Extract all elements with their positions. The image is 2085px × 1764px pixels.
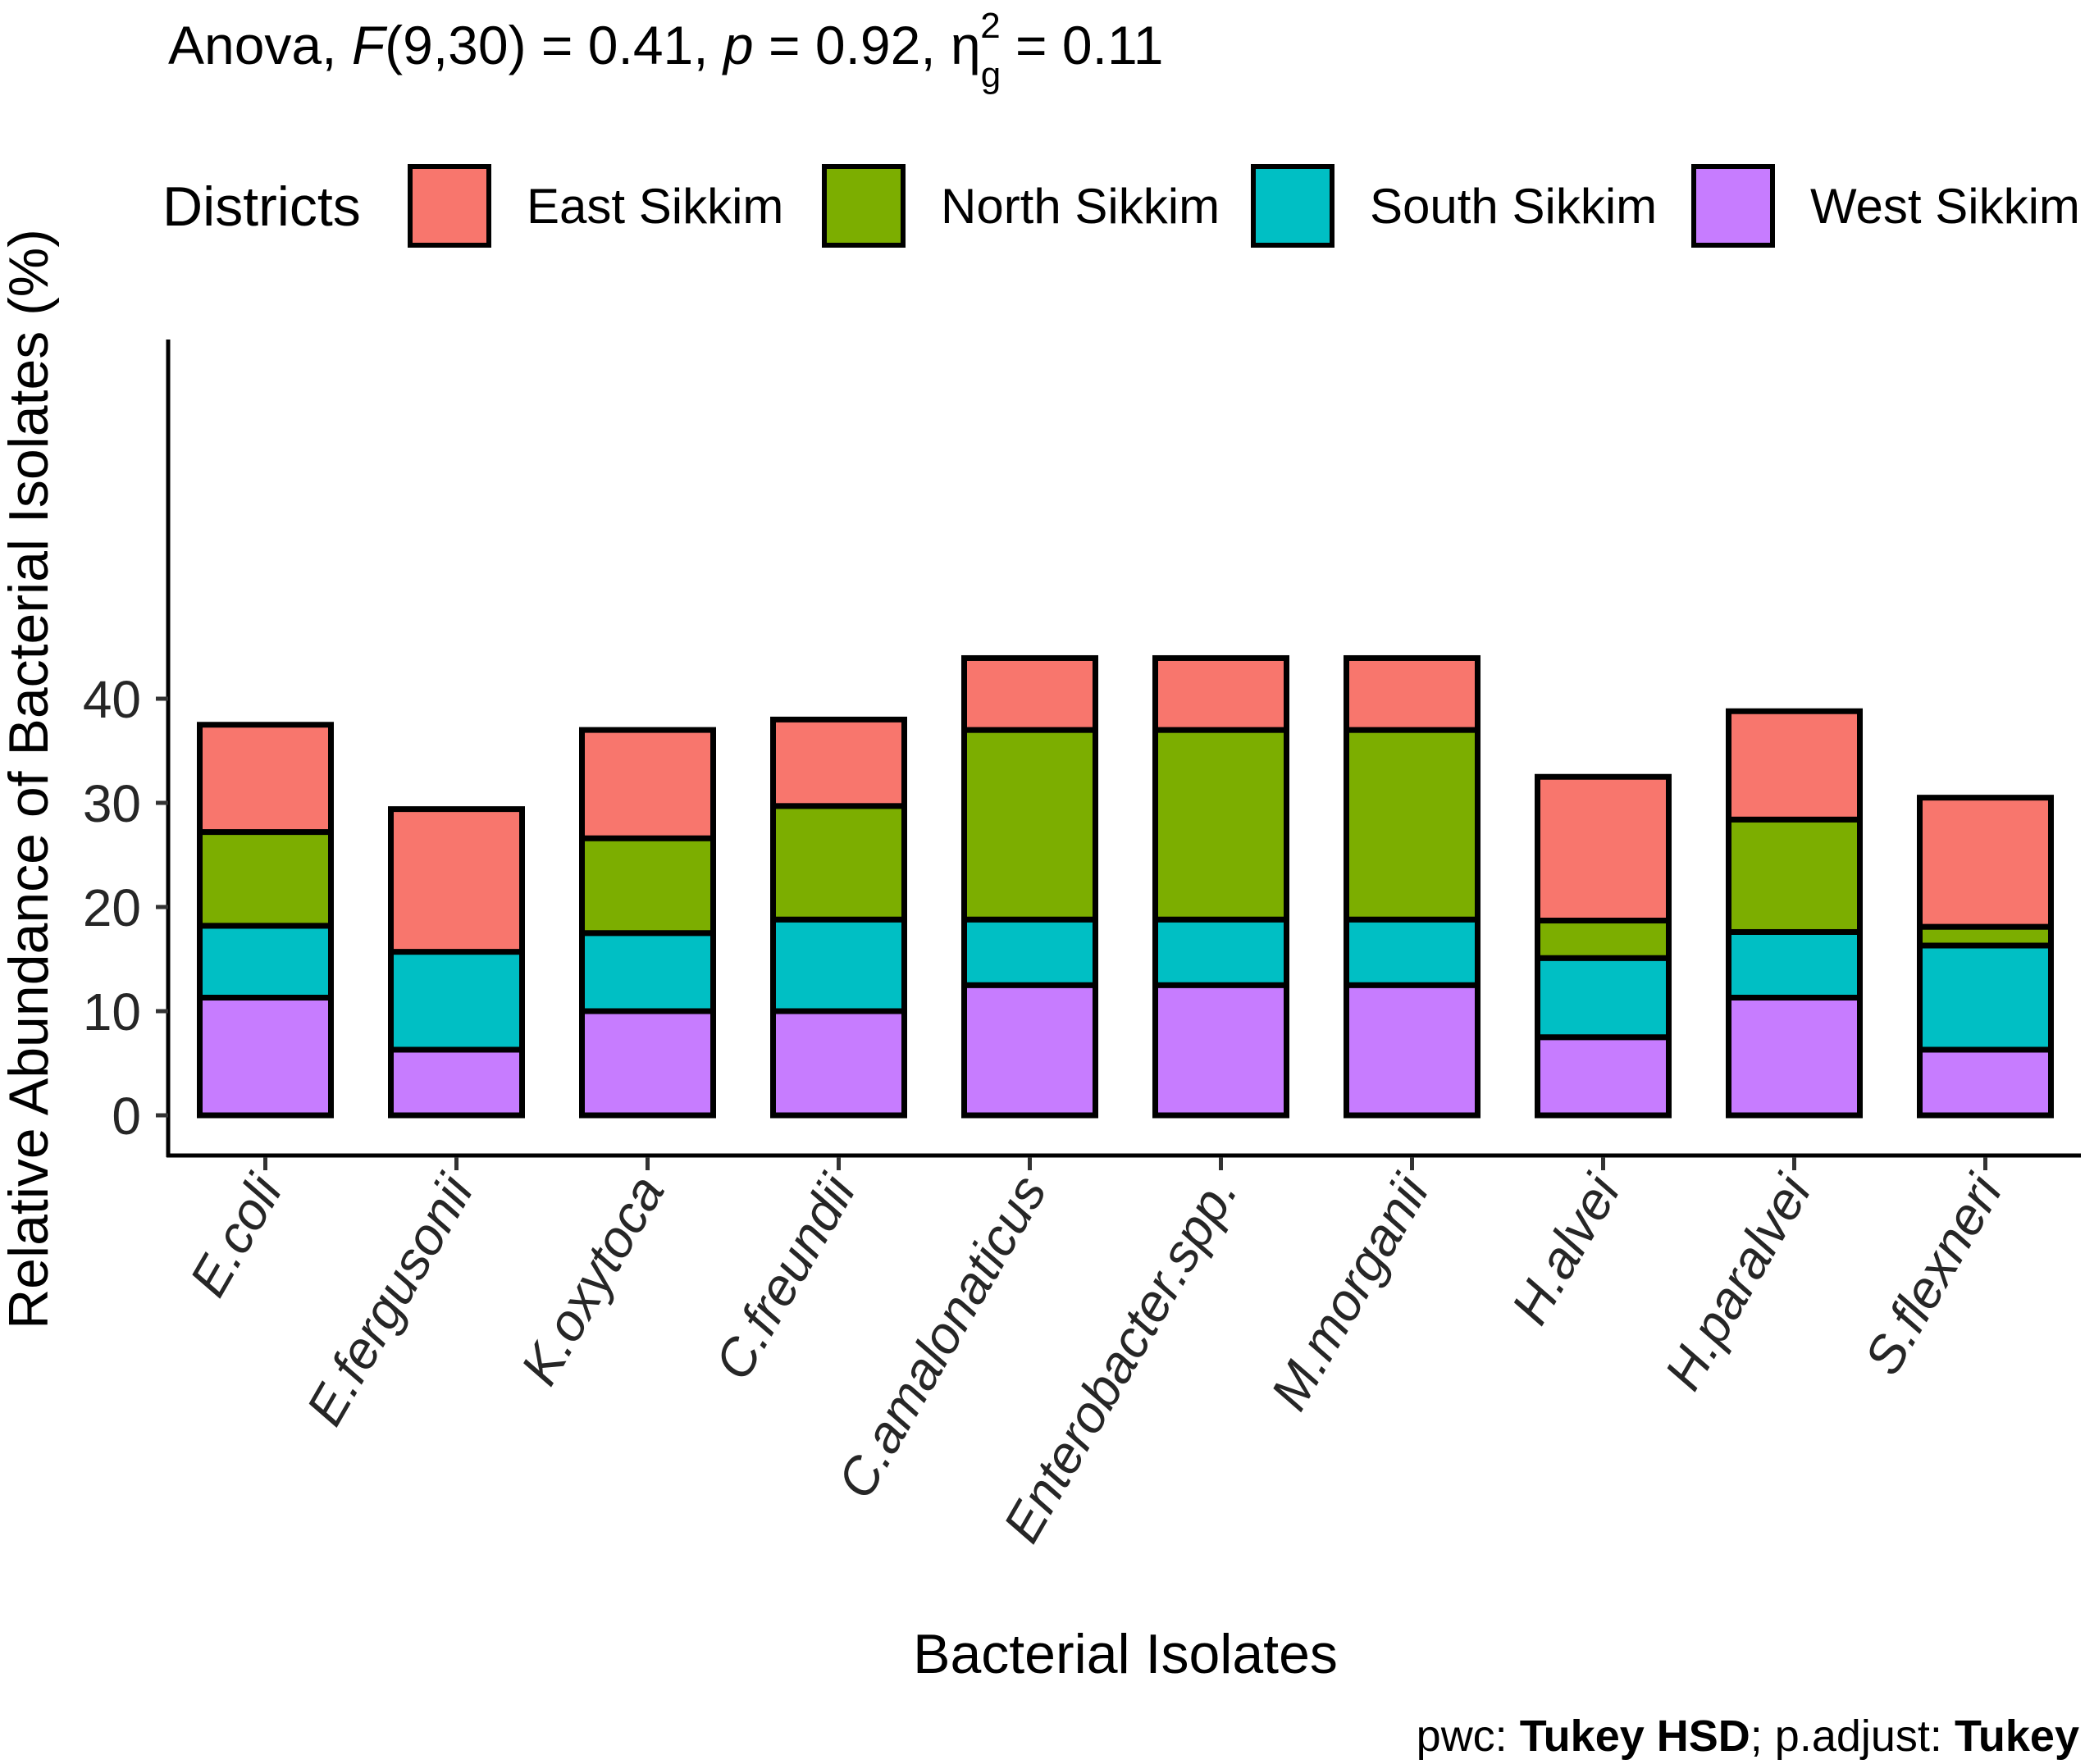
bar-h-paralvei — [1726, 708, 1863, 1119]
x-tick-label-m-morganii: M.morganii — [1259, 1164, 1441, 1420]
y-tick-label-20: 20 — [83, 878, 141, 937]
bar-segment-h-paralvei-west-sikkim — [1726, 994, 1863, 1119]
x-tick-label-e-fergusonii: E.fergusonii — [294, 1164, 485, 1434]
bar-segment-e-coli-west-sikkim — [197, 994, 334, 1119]
bar-segment-s-flexneri-west-sikkim — [1917, 1046, 2054, 1119]
bar-m-morganii — [1344, 654, 1480, 1119]
bar-segment-m-morganii-west-sikkim — [1344, 982, 1480, 1119]
x-tick-label-s-flexneri: S.flexneri — [1853, 1164, 2014, 1384]
x-axis-title: Bacterial Isolates — [913, 1623, 1338, 1685]
legend-label-east-sikkim: East Sikkim — [527, 179, 783, 234]
bar-segment-e-fergusonii-west-sikkim — [388, 1046, 525, 1119]
bar-segment-enterobacter-spp-east-sikkim — [1152, 654, 1289, 733]
bar-c-amalonaticus — [961, 654, 1098, 1119]
x-tick-label-h-alvei: H.alvei — [1499, 1164, 1631, 1333]
bar-segment-k-oxytoca-east-sikkim — [579, 727, 716, 841]
bar-enterobacter-spp — [1152, 654, 1289, 1119]
bar-segment-h-alvei-south-sikkim — [1535, 955, 1672, 1041]
bar-segment-h-paralvei-south-sikkim — [1726, 928, 1863, 1001]
bar-segment-e-coli-east-sikkim — [197, 722, 334, 836]
legend: Districts East Sikkim North Sikkim South S… — [162, 164, 2080, 248]
legend-label-south-sikkim: South Sikkim — [1370, 179, 1657, 234]
legend-swatch-south-sikkim — [1251, 164, 1334, 248]
bar-e-coli — [197, 722, 334, 1119]
y-tick-label-0: 0 — [112, 1087, 141, 1146]
y-axis-ticks: 0 10 20 30 40 — [83, 670, 168, 1146]
x-axis-ticks: E.coli E.fergusonii K.oxytoca C.freundiiC.a… — [178, 1157, 2014, 1552]
bar-segment-k-oxytoca-south-sikkim — [579, 930, 716, 1014]
bar-segment-s-flexneri-east-sikkim — [1917, 795, 2054, 930]
bar-segment-c-amalonaticus-north-sikkim — [961, 727, 1098, 923]
legend-swatch-east-sikkim — [408, 164, 491, 248]
bar-c-freundii — [770, 716, 907, 1119]
bar-segment-e-coli-north-sikkim — [197, 829, 334, 929]
bar-segment-k-oxytoca-west-sikkim — [579, 1008, 716, 1119]
x-tick-label-c-amalonaticus: C.amalonaticus — [826, 1165, 1058, 1508]
bar-segment-h-alvei-east-sikkim — [1535, 773, 1672, 924]
bar-segment-c-freundii-north-sikkim — [770, 803, 907, 923]
y-tick-label-30: 30 — [83, 774, 141, 833]
x-tick-label-e-coli: E.coli — [178, 1164, 294, 1306]
legend-label-west-sikkim: West Sikkim — [1810, 179, 2080, 234]
bar-segment-e-coli-south-sikkim — [197, 923, 334, 1001]
bar-segment-e-fergusonii-east-sikkim — [388, 806, 525, 955]
bar-segment-h-paralvei-north-sikkim — [1726, 816, 1863, 935]
bar-k-oxytoca — [579, 727, 716, 1119]
bar-segment-enterobacter-spp-west-sikkim — [1152, 982, 1289, 1119]
caption: pwc: Tukey HSD; p.adjust: Tukey — [1417, 1712, 2079, 1761]
bar-segment-enterobacter-spp-south-sikkim — [1152, 916, 1289, 988]
bar-segment-enterobacter-spp-north-sikkim — [1152, 727, 1289, 923]
legend-swatch-west-sikkim — [1691, 164, 1775, 248]
plot-area — [197, 654, 2054, 1119]
bar-segment-c-amalonaticus-south-sikkim — [961, 916, 1098, 988]
legend-label-north-sikkim: North Sikkim — [941, 179, 1220, 234]
bar-segment-m-morganii-east-sikkim — [1344, 654, 1480, 733]
bar-s-flexneri — [1917, 795, 2054, 1119]
legend-title: Districts — [162, 175, 361, 238]
legend-swatch-north-sikkim — [822, 164, 906, 248]
bar-segment-c-amalonaticus-west-sikkim — [961, 982, 1098, 1119]
bar-segment-c-amalonaticus-east-sikkim — [961, 654, 1098, 733]
bar-segment-h-alvei-north-sikkim — [1535, 918, 1672, 961]
x-tick-label-h-paralvei: H.paralvei — [1653, 1164, 1823, 1399]
bar-h-alvei — [1535, 773, 1672, 1119]
bar-e-fergusonii — [388, 806, 525, 1119]
bar-segment-c-freundii-west-sikkim — [770, 1008, 907, 1119]
bar-segment-c-freundii-south-sikkim — [770, 916, 907, 1014]
bar-segment-c-freundii-east-sikkim — [770, 716, 907, 809]
bar-segment-k-oxytoca-north-sikkim — [579, 835, 716, 937]
bar-segment-h-alvei-west-sikkim — [1535, 1034, 1672, 1119]
bar-segment-e-fergusonii-south-sikkim — [388, 949, 525, 1053]
bar-segment-s-flexneri-south-sikkim — [1917, 942, 2054, 1053]
y-tick-label-40: 40 — [83, 670, 141, 729]
y-tick-label-10: 10 — [83, 982, 141, 1042]
bar-segment-m-morganii-north-sikkim — [1344, 727, 1480, 923]
x-tick-label-c-freundii: C.freundii — [703, 1164, 867, 1389]
y-axis-title: Relative Abundance of Bacterial Isolates… — [0, 229, 60, 1329]
bar-segment-h-paralvei-east-sikkim — [1726, 708, 1863, 823]
x-tick-label-k-oxytoca: K.oxytoca — [509, 1165, 676, 1394]
chart-title: Anova, F(9,30) = 0.41, p = 0.92, ηg2 = 0… — [168, 6, 1163, 95]
bar-segment-m-morganii-south-sikkim — [1344, 916, 1480, 988]
